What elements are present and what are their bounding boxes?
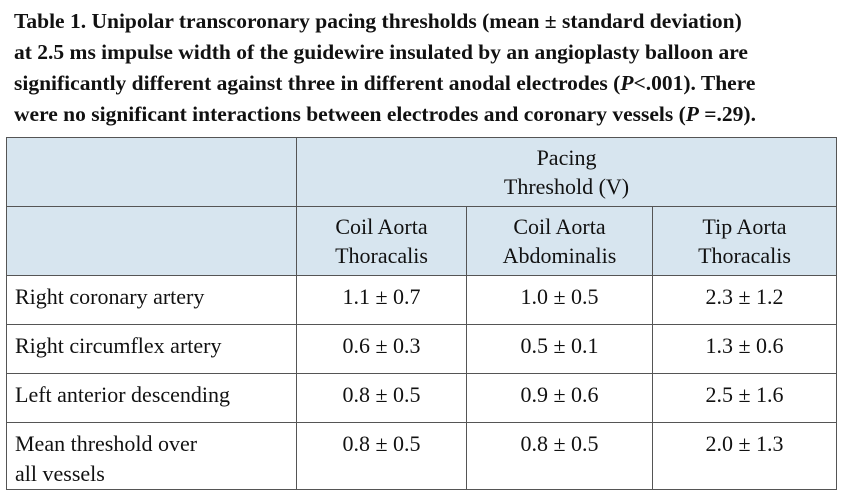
- header-text: Coil Aorta: [513, 214, 606, 239]
- value-cell: 0.8 ± 0.5: [296, 422, 467, 490]
- row-label: Right coronary artery: [6, 275, 297, 325]
- caption-text: =.29).: [698, 102, 756, 126]
- table-row: Right coronary artery 1.1 ± 0.7 1.0 ± 0.5 2…: [6, 275, 838, 325]
- group-header: Pacing Threshold (V): [295, 137, 838, 207]
- header-row: Pacing Threshold (V): [6, 137, 838, 207]
- caption-text: were no significant interactions between…: [14, 102, 686, 126]
- caption-line: significantly different against three in…: [14, 68, 840, 99]
- column-header: Tip Aorta Thoracalis: [651, 206, 838, 276]
- header-empty-cell: [6, 137, 297, 207]
- table-row: Left anterior descending 0.8 ± 0.5 0.9 ± 0…: [6, 373, 838, 423]
- caption-text: significantly different against three in…: [14, 71, 621, 95]
- thresholds-table: Pacing Threshold (V) Coil Aorta Thoracalis…: [6, 137, 838, 490]
- table-row: Mean threshold over all vessels 0.8 ± 0.5 0…: [6, 422, 838, 490]
- table-caption: Table 1. Unipolar transcoronary pacing t…: [14, 6, 840, 130]
- value-cell: 0.9 ± 0.6: [466, 373, 653, 423]
- caption-text: P: [685, 102, 699, 126]
- table-body: Right coronary artery 1.1 ± 0.7 1.0 ± 0.5 2…: [6, 275, 838, 490]
- row-label-text: all vessels: [15, 461, 105, 486]
- caption-text: <.001). There: [633, 71, 756, 95]
- column-header: Coil Aorta Abdominalis: [466, 206, 653, 276]
- row-label-text: Left anterior descending: [15, 382, 231, 407]
- row-label-text: Right circumflex artery: [15, 333, 222, 358]
- row-label-text: Mean threshold over: [15, 431, 198, 456]
- row-label: Left anterior descending: [6, 373, 297, 423]
- value-cell: 1.0 ± 0.5: [466, 275, 653, 325]
- header-text: Coil Aorta: [335, 214, 428, 239]
- caption-line: were no significant interactions between…: [14, 99, 840, 130]
- header-text: Thoracalis: [335, 243, 428, 268]
- caption-text: P: [620, 71, 634, 95]
- caption-line: Table 1. Unipolar transcoronary pacing t…: [14, 6, 840, 37]
- caption-text: Table 1. Unipolar transcoronary pacing t…: [14, 9, 742, 33]
- header-text: Tip Aorta: [702, 214, 787, 239]
- value-cell: 0.5 ± 0.1: [466, 324, 653, 374]
- value-cell: 2.0 ± 1.3: [651, 422, 838, 490]
- header-text: Abdominalis: [502, 243, 617, 268]
- row-label-text: Right coronary artery: [15, 284, 205, 309]
- row-label: Right circumflex artery: [6, 324, 297, 374]
- value-cell: 1.3 ± 0.6: [651, 324, 838, 374]
- column-header: Coil Aorta Thoracalis: [296, 206, 467, 276]
- value-cell: 1.1 ± 0.7: [296, 275, 467, 325]
- table-row: Right circumflex artery 0.6 ± 0.3 0.5 ± 0.…: [6, 324, 838, 374]
- caption-line: at 2.5 ms impulse width of the guidewire…: [14, 37, 840, 68]
- value-cell: 0.8 ± 0.5: [466, 422, 653, 490]
- value-cell: 2.5 ± 1.6: [651, 373, 838, 423]
- caption-text: at 2.5 ms impulse width of the guidewire…: [14, 40, 748, 64]
- header-row: Coil Aorta Thoracalis Coil Aorta Abdominali…: [6, 206, 838, 276]
- header-text: Pacing: [536, 145, 597, 170]
- header-text: Threshold (V): [503, 174, 630, 199]
- row-label: Mean threshold over all vessels: [6, 422, 297, 490]
- header-empty-cell: [6, 206, 297, 276]
- value-cell: 2.3 ± 1.2: [651, 275, 838, 325]
- value-cell: 0.6 ± 0.3: [296, 324, 467, 374]
- value-cell: 0.8 ± 0.5: [296, 373, 467, 423]
- header-text: Thoracalis: [698, 243, 791, 268]
